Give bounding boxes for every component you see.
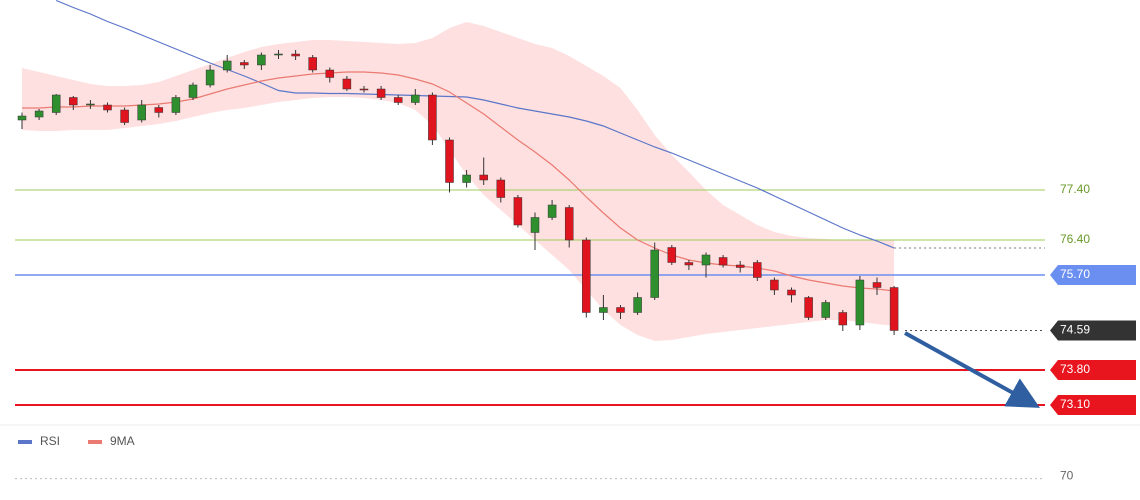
candle-body bbox=[616, 307, 625, 313]
candle-body bbox=[274, 53, 283, 56]
trend-arrow bbox=[904, 331, 1040, 408]
candle-body bbox=[69, 97, 78, 106]
candle-body bbox=[51, 94, 61, 113]
candle-body bbox=[599, 307, 608, 313]
candle-body bbox=[308, 57, 317, 71]
candle-body bbox=[479, 174, 488, 181]
candle-body bbox=[889, 287, 899, 331]
price-label: 73.80 bbox=[1060, 362, 1090, 376]
candle-body bbox=[496, 179, 506, 198]
candle-body bbox=[513, 197, 523, 226]
candle-body bbox=[787, 289, 796, 296]
price-label-box bbox=[1050, 360, 1136, 380]
candle-body bbox=[872, 282, 882, 288]
candle-body bbox=[240, 62, 249, 66]
candle-body bbox=[582, 239, 591, 313]
candle-body bbox=[154, 107, 164, 113]
candle-body bbox=[445, 139, 454, 183]
candle-body bbox=[547, 204, 557, 218]
candle-body bbox=[770, 279, 779, 291]
candle-body bbox=[564, 207, 574, 241]
candle-body bbox=[393, 97, 403, 103]
candle-body bbox=[359, 88, 369, 91]
candle-body bbox=[838, 312, 848, 326]
candle-body bbox=[222, 60, 232, 71]
candle-body bbox=[137, 104, 146, 121]
candle-body bbox=[205, 69, 215, 86]
candle-body bbox=[753, 262, 762, 278]
candle-body bbox=[17, 115, 27, 121]
y-tick-label: 70 bbox=[1060, 469, 1074, 483]
legend-label: RSI bbox=[40, 434, 60, 448]
candle-body bbox=[428, 94, 437, 141]
bollinger-band bbox=[22, 22, 895, 341]
price-label: 77.40 bbox=[1060, 182, 1090, 196]
candle-body bbox=[34, 110, 44, 118]
candle-body bbox=[650, 249, 659, 298]
candle-body bbox=[188, 84, 198, 98]
indicator-line bbox=[55, 0, 895, 249]
candle-body bbox=[86, 103, 95, 106]
candle-body bbox=[718, 257, 728, 266]
candle-body bbox=[735, 264, 745, 268]
candle-body bbox=[171, 97, 181, 113]
legend-swatch bbox=[18, 440, 32, 444]
candle-body bbox=[291, 53, 300, 57]
candle-body bbox=[667, 247, 677, 263]
candle-body bbox=[342, 78, 352, 90]
candle-body bbox=[633, 297, 642, 313]
candle-body bbox=[325, 69, 335, 78]
candle-body bbox=[855, 279, 865, 326]
legend-label: 9MA bbox=[110, 434, 135, 448]
candle-body bbox=[530, 217, 540, 233]
candle-body bbox=[120, 109, 129, 123]
candle-body bbox=[804, 297, 813, 318]
candle-body bbox=[103, 104, 112, 111]
price-label: 74.59 bbox=[1060, 323, 1090, 337]
candle-body bbox=[411, 94, 420, 103]
price-label: 75.70 bbox=[1060, 267, 1090, 281]
candle-body bbox=[462, 174, 471, 183]
candle-body bbox=[257, 54, 266, 66]
price-label: 73.10 bbox=[1060, 397, 1090, 411]
candle-body bbox=[821, 302, 830, 318]
price-label-box bbox=[1050, 395, 1136, 415]
candle-body bbox=[376, 88, 386, 98]
candle-body bbox=[701, 254, 711, 266]
price-label-box bbox=[1050, 320, 1136, 341]
candle-body bbox=[684, 262, 694, 266]
legend-swatch bbox=[88, 440, 102, 444]
price-label: 76.40 bbox=[1060, 232, 1090, 246]
price-label-box bbox=[1050, 265, 1136, 285]
indicator-line bbox=[22, 71, 895, 292]
